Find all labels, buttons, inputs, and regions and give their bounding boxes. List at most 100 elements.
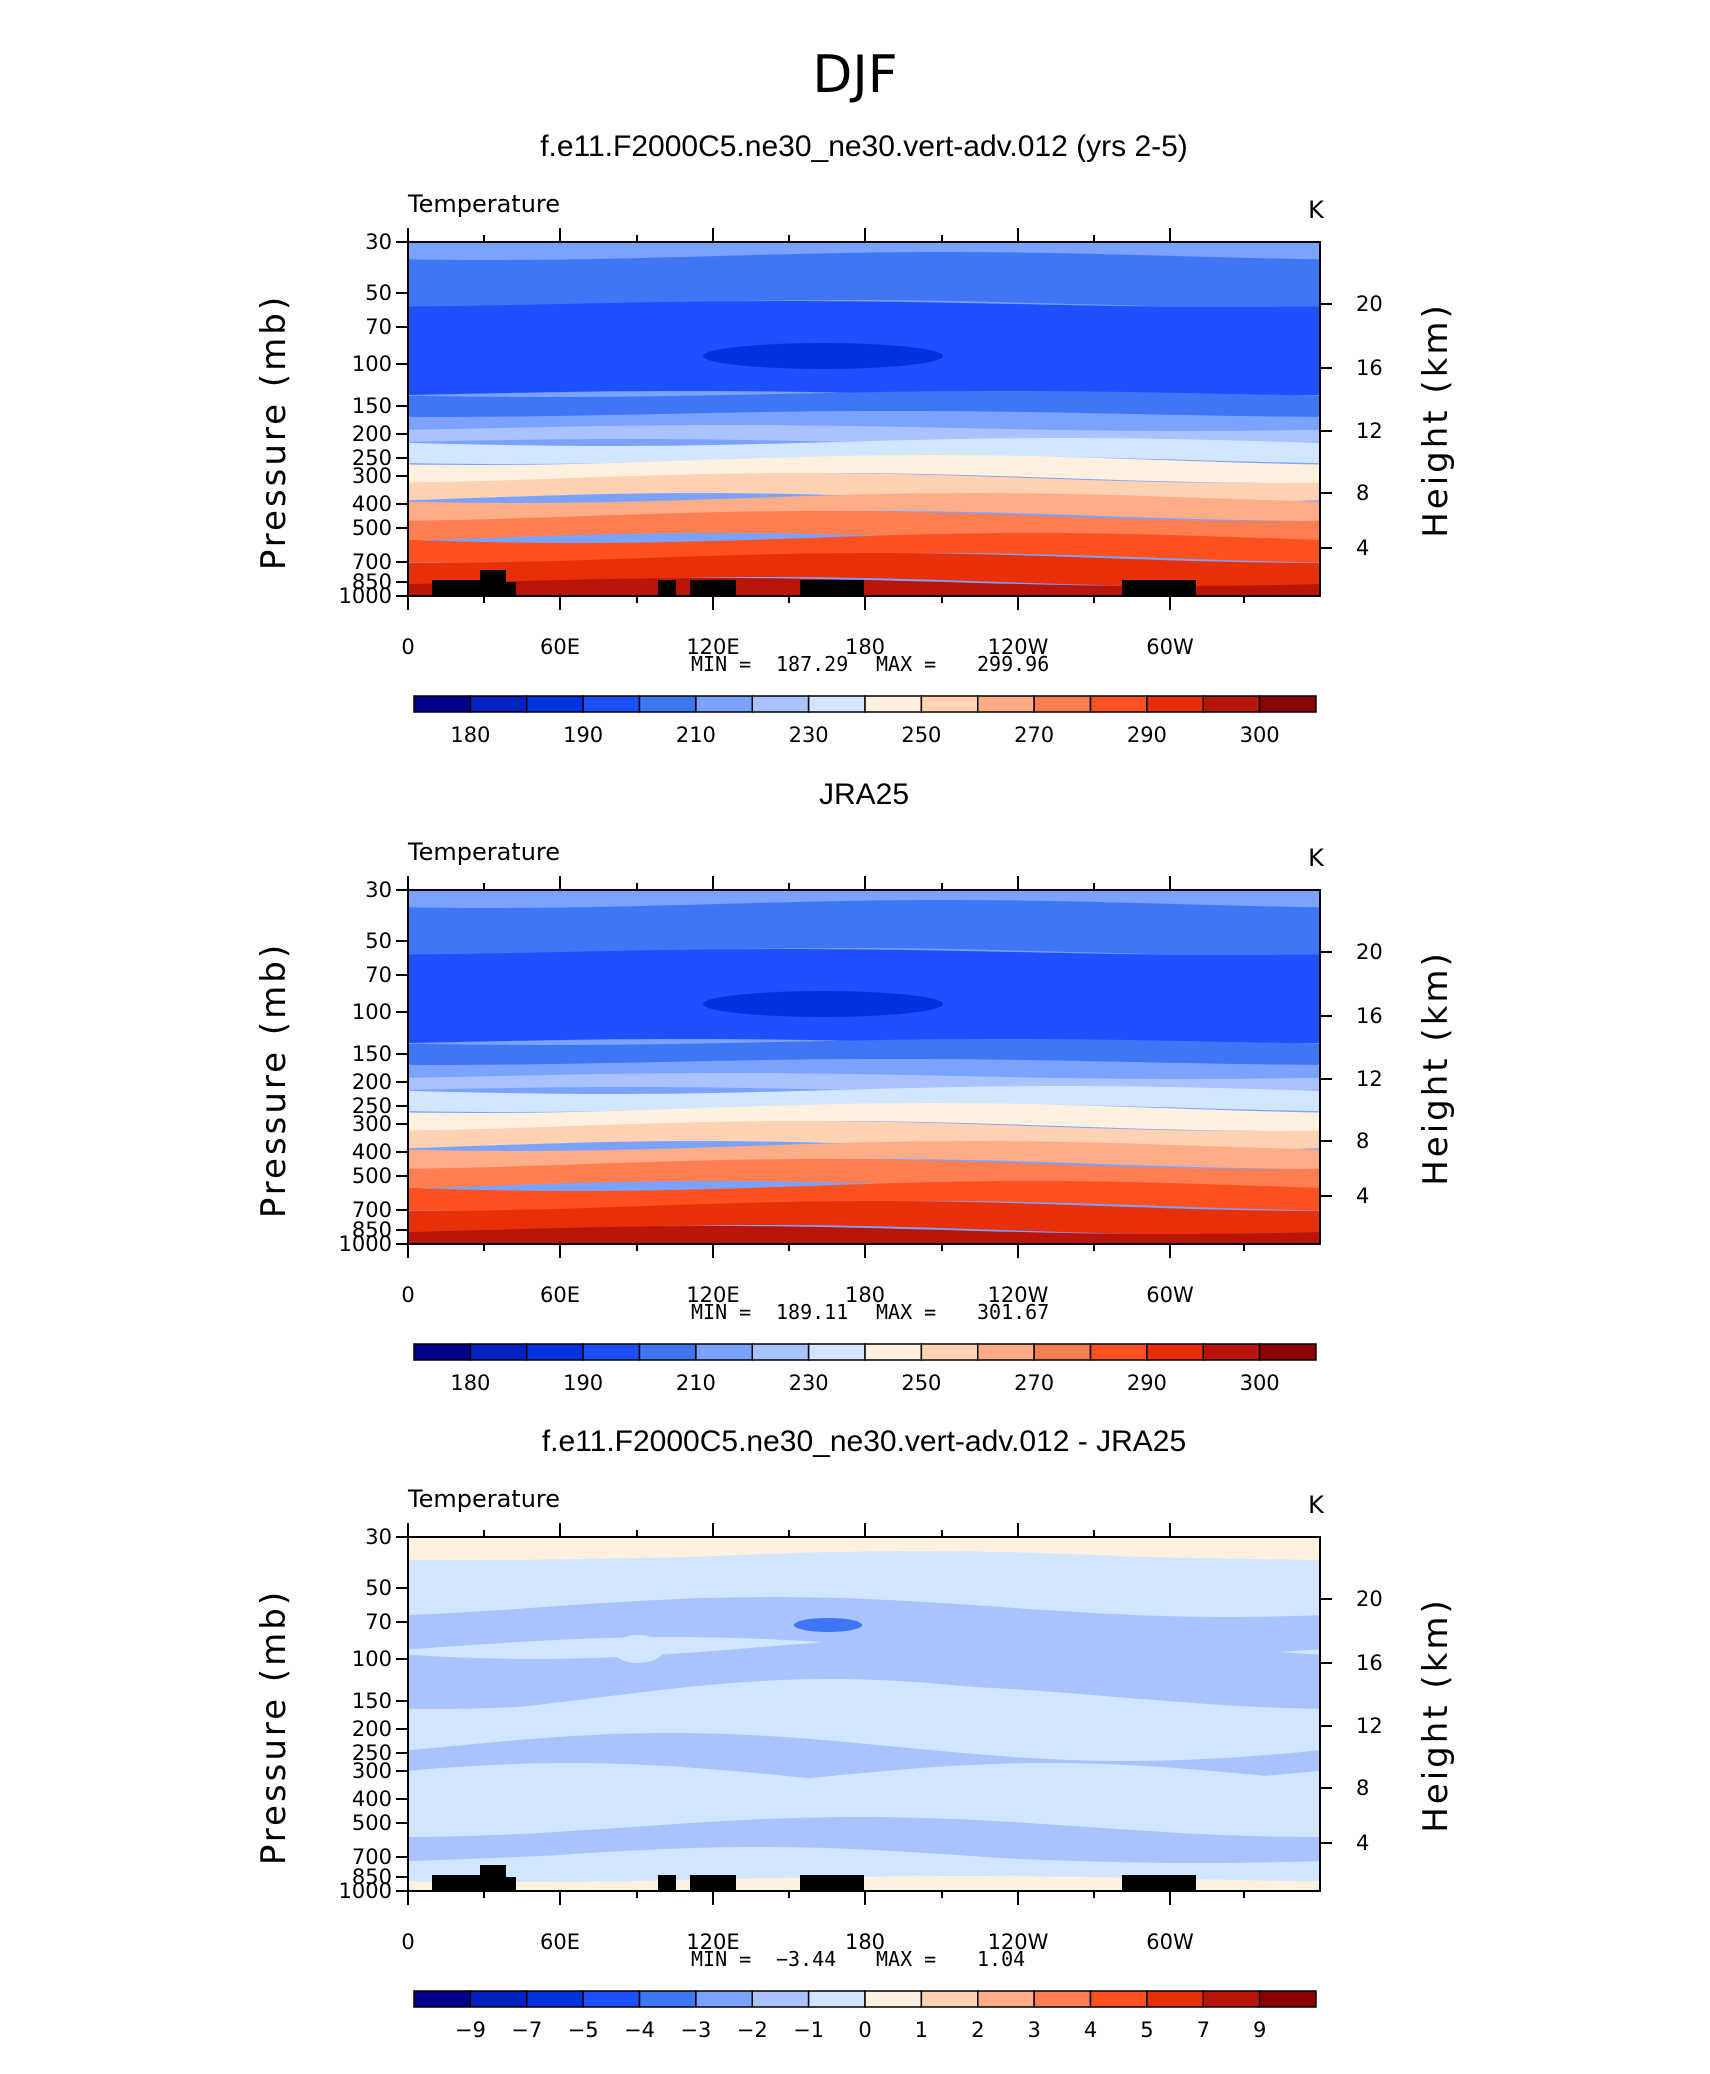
colorbar-label: 7 (1197, 2018, 1210, 2042)
contour-region (612, 1635, 664, 1663)
y-tick-label: 30 (365, 230, 392, 254)
colorbar-box (582, 1343, 641, 1361)
colorbar-box (1258, 1990, 1317, 2008)
height-tick-label: 20 (1356, 1587, 1383, 1611)
topography (480, 1865, 506, 1891)
height-tick-label: 20 (1356, 940, 1383, 964)
colorbar-label: 270 (1014, 1371, 1054, 1395)
colorbar-label: 180 (450, 1371, 490, 1395)
colorbar: 180 190 210 230 250 270 290 300 (413, 695, 1317, 747)
contour-band (408, 1141, 1320, 1169)
x-tick-label: 0 (401, 1930, 414, 1954)
y-axis-label: Pressure (mb) (254, 294, 294, 570)
contour-band (408, 1537, 1320, 1560)
colorbar-box (751, 1343, 810, 1361)
colorbar-box (807, 695, 866, 713)
units-label: K (1308, 844, 1325, 872)
colorbar-box (1258, 695, 1317, 713)
contour-band (408, 900, 1320, 956)
x-tick-label: 120E (686, 1930, 739, 1954)
y-tick-label: 30 (365, 1525, 392, 1549)
colorbar-box (751, 1990, 810, 2008)
y-tick-label: 400 (352, 492, 392, 516)
max-label: MAX = (876, 652, 936, 676)
height-tick-label: 8 (1356, 481, 1369, 505)
colorbar-box (469, 695, 528, 713)
x-tick-label: 60W (1146, 635, 1194, 659)
y-tick-label: 50 (365, 281, 392, 305)
x-tick-label: 60W (1146, 1283, 1194, 1307)
min-label: MIN = (691, 1947, 751, 1971)
colorbar-label: 190 (563, 723, 603, 747)
colorbar-box (1202, 1990, 1261, 2008)
units-label: K (1308, 196, 1325, 224)
colorbar-box (1089, 695, 1148, 713)
height-tick-label: 12 (1356, 1067, 1383, 1091)
colorbar-label: −7 (511, 2018, 542, 2042)
colorbar-box (1258, 1343, 1317, 1361)
x-tick-label: 0 (401, 635, 414, 659)
colorbar-box (977, 1343, 1035, 1361)
colorbar-box (1033, 1990, 1092, 2008)
y-tick-label: 70 (365, 315, 392, 339)
x-tick-label: 60W (1146, 1930, 1194, 1954)
y-tick-label: 300 (352, 1759, 392, 1783)
plot-area (407, 889, 1321, 1245)
colorbar-box (864, 695, 923, 713)
variable-label: Temperature (407, 1485, 560, 1513)
colorbar-box (695, 695, 753, 713)
contour-band (408, 493, 1320, 521)
contour-band (408, 1679, 1320, 1765)
colorbar-label: −4 (624, 2018, 655, 2042)
colorbar-label: −5 (568, 2018, 599, 2042)
variable-label: Temperature (407, 190, 560, 218)
y-tick-label: 250 (352, 1741, 392, 1765)
x-tick-label: 120W (988, 1283, 1049, 1307)
contour-band (408, 1635, 1320, 1709)
max-value: 299.96 (977, 652, 1049, 676)
height-tick-label: 20 (1356, 292, 1383, 316)
colorbar-label: 1 (915, 2018, 928, 2042)
y-tick-label: 50 (365, 929, 392, 953)
topography (432, 1875, 482, 1891)
y-tick-label: 70 (365, 1610, 392, 1634)
colorbar-box (1033, 1343, 1092, 1361)
y-axis-label-right: Height (km) (1416, 1597, 1456, 1833)
max-label: MAX = (876, 1947, 936, 1971)
y-tick-label: 50 (365, 1576, 392, 1600)
colorbar-box (526, 1990, 584, 2008)
x-tick-label: 180 (845, 635, 885, 659)
colorbar-box (695, 1343, 753, 1361)
x-tick-label: 180 (845, 1930, 885, 1954)
x-tick-label: 60E (540, 635, 580, 659)
colorbar-label: 180 (450, 723, 490, 747)
topography (658, 580, 676, 596)
colorbar-box (695, 1990, 753, 2008)
topography (506, 1877, 516, 1891)
colorbar-label: 210 (676, 723, 716, 747)
topography (506, 582, 516, 596)
x-tick-label: 120W (988, 1930, 1049, 1954)
x-tick-label: 60E (540, 1283, 580, 1307)
y-tick-label: 200 (352, 1717, 392, 1741)
units-label: K (1308, 1491, 1325, 1519)
contour-minimum (703, 343, 943, 369)
y-tick-label: 100 (352, 1647, 392, 1671)
topography (800, 580, 864, 596)
y-tick-label: 500 (352, 1164, 392, 1188)
height-tick-label: 16 (1356, 1004, 1383, 1028)
y-tick-label: 200 (352, 422, 392, 446)
contour-band (408, 1181, 1320, 1211)
contour-band (408, 533, 1320, 563)
y-tick-label: 1000 (339, 1232, 392, 1256)
y-tick-label: 1000 (339, 1879, 392, 1903)
y-tick-label: 150 (352, 394, 392, 418)
panel-title: f.e11.F2000C5.ne30_ne30.vert-adv.012 (yr… (540, 130, 1188, 163)
colorbar-label: 4 (1084, 2018, 1097, 2042)
y-tick-label: 300 (352, 464, 392, 488)
colorbar-box (638, 1343, 697, 1361)
colorbar-label: 2 (971, 2018, 984, 2042)
topography (658, 1875, 676, 1891)
x-tick-label: 60E (540, 1930, 580, 1954)
